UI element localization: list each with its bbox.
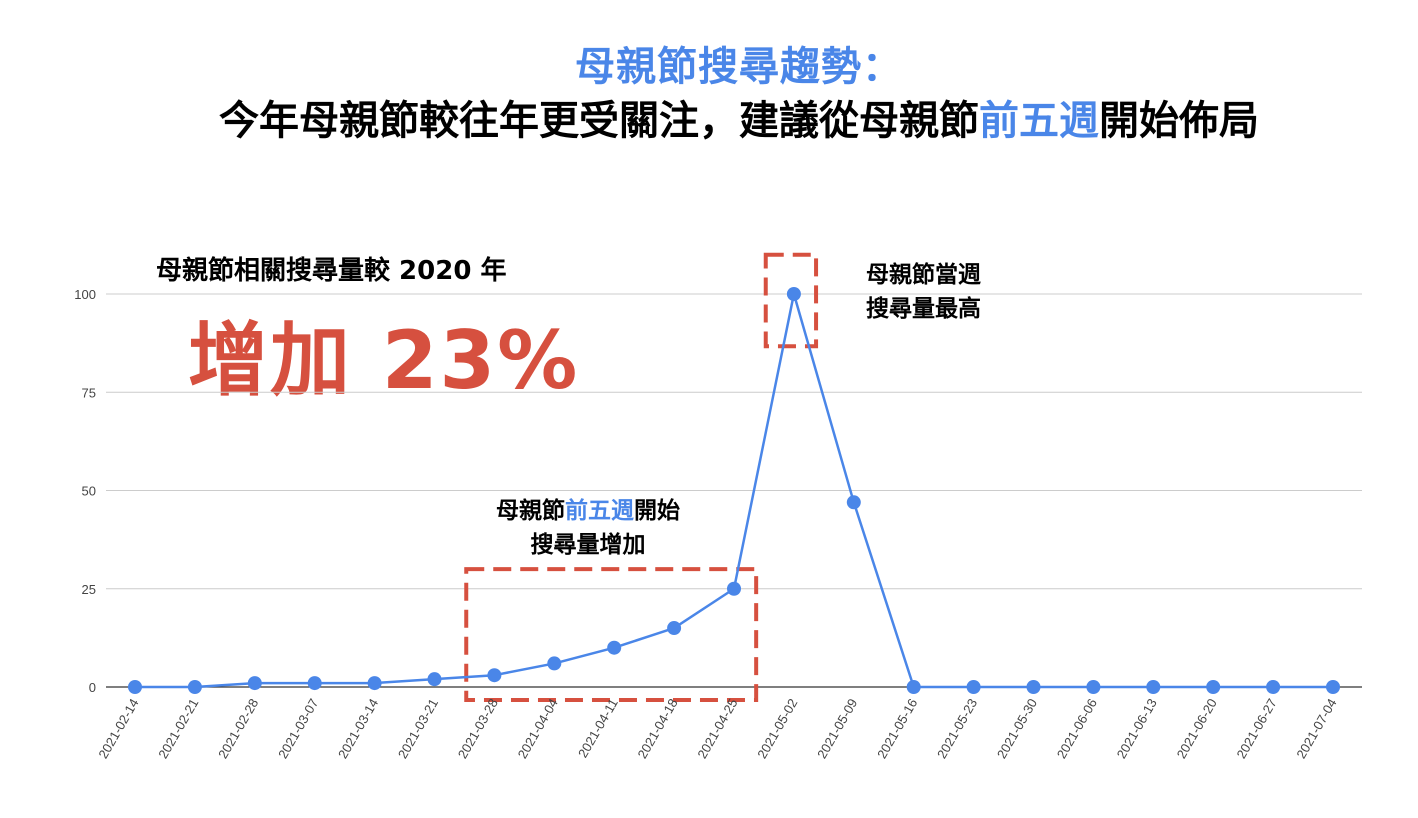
y-axis-ticks: 0 25 50 75 100 (74, 287, 96, 695)
chart-title-line1: 母親節搜尋趨勢： (575, 44, 903, 90)
highlight-boxes (464, 252, 819, 702)
title-highlight: 前五週 (979, 98, 1099, 144)
data-point (667, 621, 682, 636)
data-point (1266, 680, 1281, 694)
highlight-box (763, 252, 819, 349)
five-weeks-post: 開始 (634, 498, 680, 524)
x-tick-label: 2021-03-28 (455, 696, 501, 761)
x-tick-label: 2021-05-16 (874, 696, 920, 761)
five-weeks-annotation: 母親節前五週開始 搜尋量增加 (496, 494, 680, 562)
data-point (1146, 680, 1161, 694)
x-tick-label: 2021-04-25 (694, 696, 740, 761)
x-tick-label: 2021-07-04 (1293, 696, 1339, 761)
data-point (846, 495, 861, 510)
five-weeks-annotation-line2: 搜尋量增加 (530, 532, 646, 558)
x-tick-label: 2021-03-14 (335, 696, 381, 761)
data-point (1026, 680, 1041, 694)
y-tick-label: 75 (82, 385, 96, 400)
data-point (1206, 680, 1221, 694)
five-weeks-annotation-line1: 母親節前五週開始 (496, 494, 680, 528)
title-text-part1: 今年母親節較往年更受關注，建議從母親節 (219, 98, 979, 144)
x-tick-label: 2021-05-30 (994, 696, 1040, 761)
y-tick-label: 25 (82, 582, 96, 597)
x-tick-label: 2021-02-14 (95, 696, 141, 761)
data-point (547, 656, 562, 671)
x-tick-label: 2021-06-20 (1174, 696, 1220, 761)
y-tick-label: 0 (89, 680, 96, 695)
x-tick-label: 2021-06-13 (1114, 696, 1160, 761)
x-tick-label: 2021-03-07 (275, 696, 321, 761)
peak-annotation: 母親節當週 搜尋量最高 (866, 258, 981, 326)
y-tick-label: 50 (82, 484, 96, 499)
data-point (247, 676, 262, 691)
five-weeks-highlight: 前五週 (565, 498, 634, 524)
data-point (427, 672, 442, 687)
data-point (786, 287, 801, 301)
five-weeks-pre: 母親節 (496, 498, 565, 524)
highlight-box (464, 567, 759, 702)
x-tick-label: 2021-02-28 (215, 696, 261, 761)
x-tick-label: 2021-05-09 (814, 696, 860, 761)
data-point (1326, 680, 1340, 694)
x-tick-label: 2021-06-27 (1233, 696, 1279, 761)
data-point (187, 680, 202, 694)
x-tick-label: 2021-04-11 (575, 696, 621, 760)
x-tick-label: 2021-02-21 (155, 696, 201, 761)
data-point (128, 680, 142, 694)
data-point (367, 676, 382, 691)
x-axis-ticks: 2021-02-14 2021-02-21 2021-02-28 2021-03-07… (95, 696, 1339, 761)
data-point (727, 581, 741, 596)
y-tick-label: 100 (74, 287, 96, 302)
data-points (128, 287, 1340, 694)
x-tick-label: 2021-05-23 (934, 696, 980, 761)
x-tick-label: 2021-06-06 (1054, 696, 1100, 761)
data-point (906, 680, 921, 694)
data-point (966, 680, 981, 694)
callout-subtitle: 母親節相關搜尋量較 2020 年 (156, 256, 507, 286)
callout-value: 增加 23% (188, 314, 580, 407)
grid-layer (106, 293, 1362, 688)
x-tick-label: 2021-04-18 (634, 696, 680, 761)
data-point (607, 640, 622, 655)
x-tick-label: 2021-04-04 (515, 696, 561, 761)
x-tick-label: 2021-05-02 (754, 696, 800, 761)
peak-annotation-line2: 搜尋量最高 (866, 296, 981, 322)
peak-annotation-line1: 母親節當週 (866, 262, 981, 288)
data-point (307, 676, 322, 691)
x-tick-label: 2021-03-21 (395, 696, 441, 761)
title-text-part2: 開始佈局 (1099, 98, 1259, 144)
data-point (1086, 680, 1101, 694)
data-point (487, 668, 502, 683)
chart-title-line2: 今年母親節較往年更受關注，建議從母親節前五週開始佈局 (0, 88, 1418, 146)
